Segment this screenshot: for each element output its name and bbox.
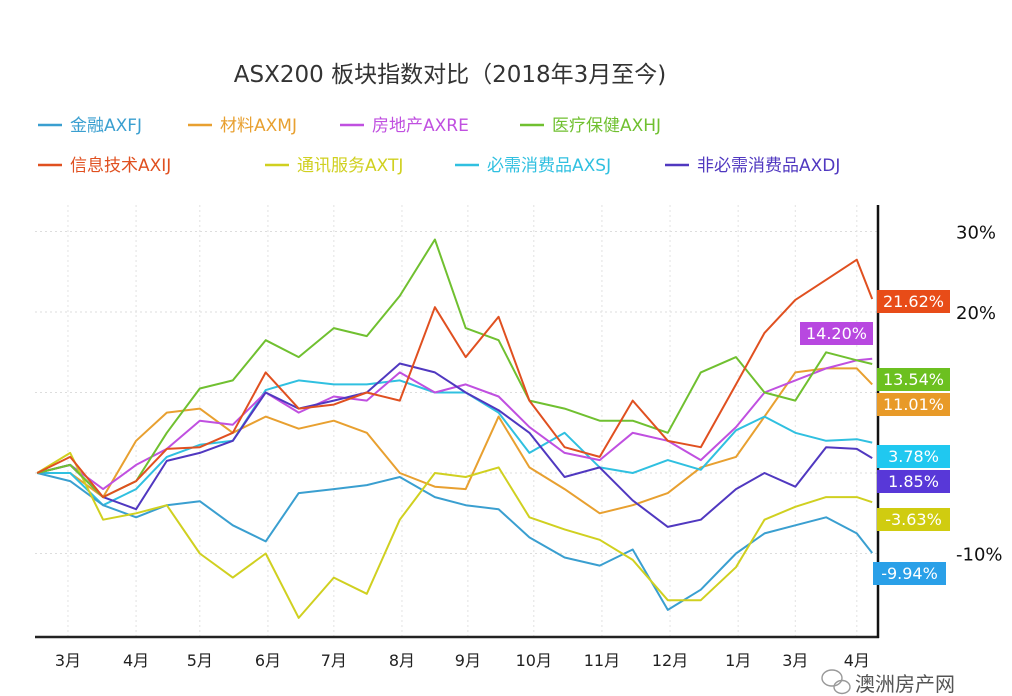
x-tick-label: 4月 (844, 651, 870, 670)
legend-label: 必需消费品AXSJ (487, 156, 611, 176)
y-tick-label: 20% (956, 303, 996, 324)
legend: 金融AXFJ 材料AXMJ 房地产AXRE 医疗保健AXHJ 信息技术AXIJ 通讯服务A… (38, 116, 840, 176)
end-value-label: 3.78% (877, 445, 950, 468)
end-value-label: 1.85% (877, 470, 950, 493)
legend-item[interactable]: 金融AXFJ (38, 116, 142, 136)
legend-item[interactable]: 房地产AXRE (340, 116, 469, 136)
legend-item[interactable]: 医疗保健AXHJ (520, 116, 661, 136)
series-line (36, 362, 873, 528)
end-label-text: 1.85% (888, 472, 939, 491)
wechat-icon (821, 669, 851, 695)
x-tick-label: 5月 (187, 651, 213, 670)
x-tick-label: 9月 (455, 651, 481, 670)
x-tick-label: 7月 (321, 651, 347, 670)
end-label-text: -9.94% (881, 564, 938, 583)
end-label-text: 13.54% (883, 370, 944, 389)
end-value-label: 21.62% (877, 290, 950, 313)
series-line (37, 367, 873, 515)
legend-label: 非必需消费品AXDJ (697, 156, 840, 176)
end-label-text: 3.78% (888, 447, 939, 466)
legend-item[interactable]: 非必需消费品AXDJ (665, 156, 840, 176)
x-tick-label: 3月 (782, 651, 808, 670)
legend-item[interactable]: 材料AXMJ (188, 116, 297, 136)
legend-label: 金融AXFJ (70, 116, 142, 136)
series-line (36, 357, 873, 491)
end-value-labels: -9.94% 11.01% 14.20% 13.54% 21.62% -3.63% 3.78… (800, 290, 950, 585)
end-label-text: -3.63% (885, 510, 942, 529)
legend-item[interactable]: 通讯服务AXTJ (265, 156, 403, 176)
end-label-text: 14.20% (806, 324, 867, 343)
series-line (36, 238, 873, 499)
legend-label: 信息技术AXIJ (70, 156, 171, 176)
end-label-box (800, 322, 873, 345)
end-value-label: 14.20% (800, 322, 873, 345)
end-label-box (877, 445, 950, 468)
end-label-box (877, 368, 950, 391)
legend-label: 材料AXMJ (220, 116, 297, 136)
y-tick-label: 30% (956, 223, 996, 244)
end-label-box (873, 562, 946, 585)
series-line (36, 451, 873, 619)
series-lines (36, 238, 874, 619)
end-label-text: 21.62% (883, 292, 944, 311)
end-value-label: 11.01% (877, 393, 950, 416)
watermark: 澳洲房产网 (821, 669, 955, 696)
end-value-label: 13.54% (877, 368, 950, 391)
legend-item[interactable]: 信息技术AXIJ (38, 156, 171, 176)
x-tick-label: 1月 (725, 651, 751, 670)
y-tick-labels: 30% 20% -10% (956, 223, 1003, 566)
x-tick-label: 4月 (123, 651, 149, 670)
chart-title: ASX200 板块指数对比（2018年3月至今) (234, 62, 666, 88)
x-tick-label: 10月 (516, 651, 552, 670)
end-label-box (877, 290, 950, 313)
x-tick-labels: 3月 4月 5月 6月 7月 8月 9月 10月 11月 12月 1月 3月 4月 (55, 651, 870, 670)
end-label-box (877, 508, 950, 531)
watermark-text: 澳洲房产网 (855, 672, 955, 696)
end-value-label: -9.94% (873, 562, 946, 585)
end-label-box (877, 470, 950, 493)
x-tick-label: 8月 (389, 651, 415, 670)
end-value-label: -3.63% (877, 508, 950, 531)
y-tick-label: -10% (956, 545, 1003, 566)
legend-label: 房地产AXRE (372, 116, 469, 136)
legend-item[interactable]: 必需消费品AXSJ (455, 156, 611, 176)
end-label-box (877, 393, 950, 416)
x-tick-label: 3月 (55, 651, 81, 670)
end-label-text: 11.01% (883, 395, 944, 414)
series-line (36, 258, 874, 499)
legend-label: 通讯服务AXTJ (297, 156, 403, 176)
x-tick-label: 6月 (255, 651, 281, 670)
series-line (36, 472, 873, 611)
x-tick-label: 11月 (584, 651, 620, 670)
grid (35, 205, 878, 637)
legend-label: 医疗保健AXHJ (552, 116, 661, 136)
x-tick-label: 12月 (652, 651, 688, 670)
